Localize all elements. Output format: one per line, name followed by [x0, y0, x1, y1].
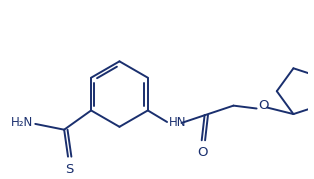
Text: H₂N: H₂N [11, 117, 33, 129]
Text: O: O [198, 146, 208, 159]
Text: S: S [65, 163, 74, 176]
Text: O: O [258, 99, 269, 112]
Text: HN: HN [169, 117, 187, 129]
